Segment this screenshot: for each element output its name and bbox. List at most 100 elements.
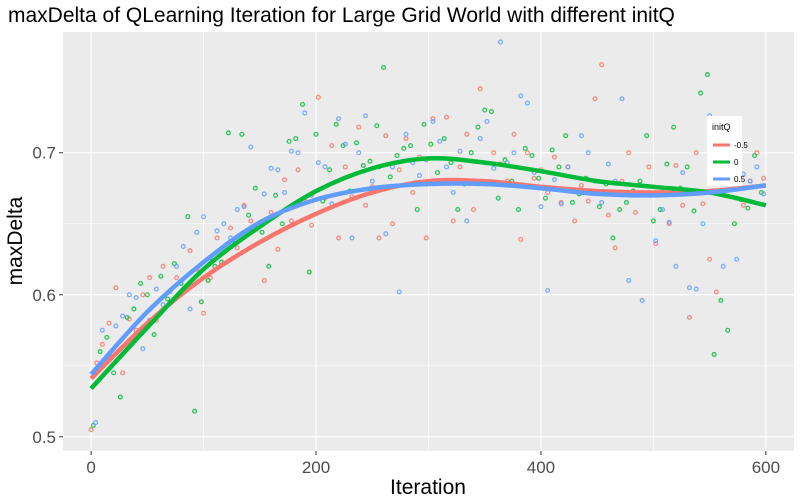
scatter-point <box>133 295 139 301</box>
scatter-point <box>389 221 396 227</box>
scatter-point <box>612 245 618 251</box>
scatter-point <box>734 256 740 262</box>
scatter-point <box>140 292 146 298</box>
smooth-line <box>89 155 767 391</box>
scatter-point <box>416 172 423 179</box>
scatter-point <box>477 135 483 142</box>
scatter-point <box>147 275 153 281</box>
scatter-point <box>104 334 110 340</box>
scatter-point <box>374 123 380 129</box>
scatter-point <box>700 201 706 207</box>
scatter-point <box>515 206 522 213</box>
scatter-point <box>335 116 342 122</box>
scatter-point <box>693 286 699 292</box>
scatter-point <box>261 191 267 197</box>
y-tick-label: 0.6 <box>32 286 56 305</box>
scatter-point <box>138 280 144 286</box>
scatter-point <box>518 93 524 99</box>
x-tick-label: 0 <box>86 458 95 477</box>
scatter-point <box>592 96 598 102</box>
scatter-point <box>666 219 672 225</box>
scatter-point <box>187 306 193 312</box>
scatter-point <box>565 164 571 170</box>
scatter-point <box>698 90 704 96</box>
scatter-point <box>288 218 294 224</box>
scatter-point <box>671 124 677 130</box>
scatter-point <box>482 107 488 113</box>
scatter-point <box>443 114 450 120</box>
grid-lines <box>63 32 794 451</box>
scatter-point <box>275 167 281 173</box>
scatter-point <box>646 164 652 170</box>
legend: initQ -0.5 0 0.5 <box>707 116 748 186</box>
scatter-point <box>120 313 126 319</box>
scatter-point <box>421 121 427 127</box>
scatter-point <box>261 278 267 284</box>
scatter-point <box>252 185 258 191</box>
scatter-point <box>569 199 576 205</box>
scatter-point <box>518 236 524 242</box>
legend-label: 0 <box>734 158 739 167</box>
scatter-point <box>315 94 321 100</box>
scatter-point <box>333 121 339 127</box>
scatter-point <box>165 296 171 302</box>
scatter-point <box>151 331 157 338</box>
scatter-point <box>241 204 247 210</box>
scatter-point <box>246 212 252 218</box>
scatter-point <box>653 238 659 244</box>
scatter-point <box>637 178 643 184</box>
scatter-point <box>536 175 542 181</box>
scatter-point <box>158 273 164 279</box>
scatter-point <box>383 231 389 237</box>
scatter-point <box>731 221 737 227</box>
scatter-point <box>495 195 501 201</box>
scatter-point <box>380 64 387 71</box>
scatter-point <box>407 143 414 149</box>
scatter-point <box>475 124 481 130</box>
scatter-point <box>185 214 191 220</box>
scatter-point <box>281 189 288 196</box>
scatter-point <box>192 408 198 414</box>
scatter-point <box>725 327 731 333</box>
scatter-point <box>198 299 204 305</box>
scatter-point <box>650 218 656 224</box>
scatter-point <box>322 164 328 170</box>
scatter-point <box>761 191 767 197</box>
legend-box <box>707 116 742 186</box>
scatter-point <box>522 145 528 152</box>
scatter-point <box>356 150 362 156</box>
scatter-point <box>464 131 470 137</box>
scatter-point <box>369 178 375 184</box>
scatter-point <box>497 39 504 45</box>
scatter-point <box>97 349 103 355</box>
scatter-point <box>441 135 447 142</box>
scatter-point <box>326 167 333 173</box>
scatter-point <box>396 167 402 173</box>
scatter-point <box>511 131 517 137</box>
scatter-point <box>299 101 306 107</box>
x-tick-label: 200 <box>302 458 330 477</box>
scatter-point <box>563 133 569 139</box>
scatter-point <box>144 292 150 298</box>
scatter-point <box>126 292 132 298</box>
scatter-point <box>120 370 126 376</box>
x-axis-label: Iteration <box>390 476 466 499</box>
scatter-point <box>693 150 699 156</box>
scatter-point <box>308 222 315 228</box>
scatter-point <box>484 118 490 125</box>
scatter-point <box>740 202 746 208</box>
scatter-point <box>362 113 369 119</box>
scatter-point <box>653 241 659 247</box>
scatter-point <box>718 297 724 303</box>
scatter-point <box>153 286 159 292</box>
scatter-point <box>524 100 531 106</box>
scatter-point <box>464 218 470 224</box>
scatter-point <box>295 167 301 173</box>
scatter-point <box>286 138 292 144</box>
scatter-point <box>214 228 220 234</box>
scatter-point <box>700 221 706 227</box>
scatter-point <box>578 182 584 188</box>
scatter-point <box>623 199 629 205</box>
